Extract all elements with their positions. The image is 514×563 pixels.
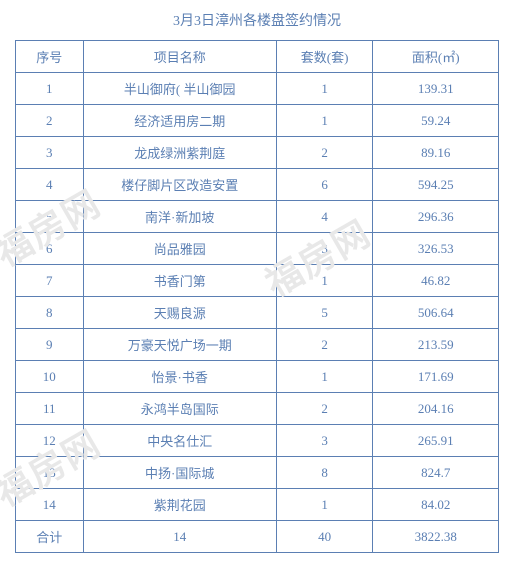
- cell-seq: 8: [16, 297, 84, 329]
- table-row: 9万豪天悦广场一期2213.59: [16, 329, 499, 361]
- cell-count: 2: [276, 329, 373, 361]
- cell-name: 南洋·新加坡: [83, 201, 276, 233]
- table-row: 14紫荆花园184.02: [16, 489, 499, 521]
- cell-seq: 12: [16, 425, 84, 457]
- table-row: 2经济适用房二期159.24: [16, 105, 499, 137]
- cell-seq: 6: [16, 233, 84, 265]
- cell-name: 龙成绿洲紫荆庭: [83, 137, 276, 169]
- cell-count: 3: [276, 425, 373, 457]
- cell-count: 1: [276, 489, 373, 521]
- cell-name: 中央名仕汇: [83, 425, 276, 457]
- cell-seq: 9: [16, 329, 84, 361]
- cell-area: 506.64: [373, 297, 499, 329]
- table-row: 11永鸿半岛国际2204.16: [16, 393, 499, 425]
- cell-area: 594.25: [373, 169, 499, 201]
- table-row: 10怡景·书香1171.69: [16, 361, 499, 393]
- cell-total-name: 14: [83, 521, 276, 553]
- cell-name: 怡景·书香: [83, 361, 276, 393]
- cell-name: 半山御府( 半山御园: [83, 73, 276, 105]
- cell-name: 万豪天悦广场一期: [83, 329, 276, 361]
- page-title: 3月3日漳州各楼盘签约情况: [15, 10, 499, 30]
- cell-total-seq: 合计: [16, 521, 84, 553]
- cell-count: 1: [276, 265, 373, 297]
- col-header-name: 项目名称: [83, 41, 276, 73]
- cell-seq: 3: [16, 137, 84, 169]
- cell-area: 59.24: [373, 105, 499, 137]
- cell-count: 2: [276, 137, 373, 169]
- cell-count: 8: [276, 457, 373, 489]
- table-row-total: 合计14403822.38: [16, 521, 499, 553]
- cell-area: 46.82: [373, 265, 499, 297]
- table-row: 1半山御府( 半山御园1139.31: [16, 73, 499, 105]
- cell-count: 1: [276, 73, 373, 105]
- table-container: 3月3日漳州各楼盘签约情况 序号 项目名称 套数(套) 面积(㎡) 1半山御府(…: [0, 0, 514, 563]
- cell-seq: 5: [16, 201, 84, 233]
- table-row: 3龙成绿洲紫荆庭289.16: [16, 137, 499, 169]
- cell-name: 紫荆花园: [83, 489, 276, 521]
- cell-area: 139.31: [373, 73, 499, 105]
- cell-count: 3: [276, 233, 373, 265]
- cell-count: 6: [276, 169, 373, 201]
- cell-area: 326.53: [373, 233, 499, 265]
- cell-seq: 13: [16, 457, 84, 489]
- table-row: 13中扬·国际城8824.7: [16, 457, 499, 489]
- cell-seq: 10: [16, 361, 84, 393]
- cell-seq: 1: [16, 73, 84, 105]
- cell-area: 296.36: [373, 201, 499, 233]
- cell-seq: 14: [16, 489, 84, 521]
- cell-area: 84.02: [373, 489, 499, 521]
- table-header-row: 序号 项目名称 套数(套) 面积(㎡): [16, 41, 499, 73]
- table-row: 12中央名仕汇3265.91: [16, 425, 499, 457]
- table-row: 4楼仔脚片区改造安置6594.25: [16, 169, 499, 201]
- cell-name: 天赐良源: [83, 297, 276, 329]
- cell-area: 265.91: [373, 425, 499, 457]
- data-table: 序号 项目名称 套数(套) 面积(㎡) 1半山御府( 半山御园1139.312经…: [15, 40, 499, 553]
- cell-count: 1: [276, 105, 373, 137]
- cell-area: 213.59: [373, 329, 499, 361]
- cell-seq: 4: [16, 169, 84, 201]
- cell-name: 书香门第: [83, 265, 276, 297]
- cell-total-count: 40: [276, 521, 373, 553]
- cell-seq: 11: [16, 393, 84, 425]
- cell-name: 楼仔脚片区改造安置: [83, 169, 276, 201]
- cell-count: 1: [276, 361, 373, 393]
- table-row: 8天赐良源5506.64: [16, 297, 499, 329]
- cell-count: 4: [276, 201, 373, 233]
- cell-total-area: 3822.38: [373, 521, 499, 553]
- cell-name: 尚品雅园: [83, 233, 276, 265]
- col-header-count: 套数(套): [276, 41, 373, 73]
- cell-seq: 7: [16, 265, 84, 297]
- col-header-area: 面积(㎡): [373, 41, 499, 73]
- cell-count: 5: [276, 297, 373, 329]
- table-row: 5南洋·新加坡4296.36: [16, 201, 499, 233]
- cell-name: 永鸿半岛国际: [83, 393, 276, 425]
- cell-count: 2: [276, 393, 373, 425]
- cell-area: 204.16: [373, 393, 499, 425]
- cell-name: 经济适用房二期: [83, 105, 276, 137]
- col-header-seq: 序号: [16, 41, 84, 73]
- cell-name: 中扬·国际城: [83, 457, 276, 489]
- cell-seq: 2: [16, 105, 84, 137]
- cell-area: 824.7: [373, 457, 499, 489]
- cell-area: 171.69: [373, 361, 499, 393]
- table-row: 6尚品雅园3326.53: [16, 233, 499, 265]
- table-row: 7书香门第146.82: [16, 265, 499, 297]
- cell-area: 89.16: [373, 137, 499, 169]
